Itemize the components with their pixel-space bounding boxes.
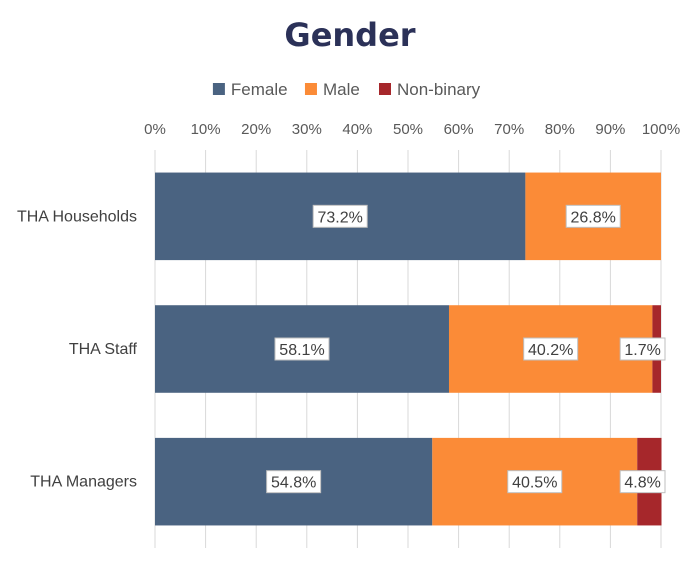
x-tick-label: 40% (342, 121, 372, 138)
data-label-box (274, 337, 330, 361)
data-label: 54.8% (271, 475, 316, 492)
y-category-label: THA Managers (30, 474, 137, 491)
x-tick-label: 30% (292, 121, 322, 138)
data-label: 73.2% (318, 209, 363, 226)
x-tick-label: 80% (545, 121, 575, 138)
legend-label-female: Female (231, 80, 288, 99)
data-label-box (523, 337, 579, 361)
x-tick-label: 50% (393, 121, 423, 138)
data-label: 1.7% (624, 342, 660, 359)
chart-title: Gender (284, 16, 416, 54)
legend-swatch-female (212, 83, 225, 95)
y-category-label: THA Staff (69, 341, 138, 358)
data-label-box (312, 204, 368, 228)
legend-swatch-non-binary (379, 83, 391, 95)
legend-label-non-binary: Non-binary (397, 80, 481, 99)
data-label-box (266, 470, 322, 494)
x-tick-label: 60% (444, 121, 474, 138)
legend-label-male: Male (323, 80, 360, 99)
y-category-label: THA Households (17, 208, 137, 225)
data-label: 58.1% (279, 342, 324, 359)
data-label-box (619, 337, 666, 361)
x-tick-label: 70% (494, 121, 524, 138)
data-label-box (619, 470, 666, 494)
legend-swatch-male (304, 83, 317, 95)
x-tick-label: 0% (144, 121, 166, 138)
data-label-box (565, 204, 621, 228)
data-label: 26.8% (571, 209, 616, 226)
data-label: 40.5% (512, 475, 557, 492)
x-tick-label: 90% (595, 121, 625, 138)
data-label: 40.2% (528, 342, 573, 359)
x-tick-label: 10% (191, 121, 221, 138)
data-label-box (507, 470, 563, 494)
x-tick-label: 100% (642, 121, 680, 138)
data-label: 4.8% (624, 475, 660, 492)
x-tick-label: 20% (241, 121, 271, 138)
